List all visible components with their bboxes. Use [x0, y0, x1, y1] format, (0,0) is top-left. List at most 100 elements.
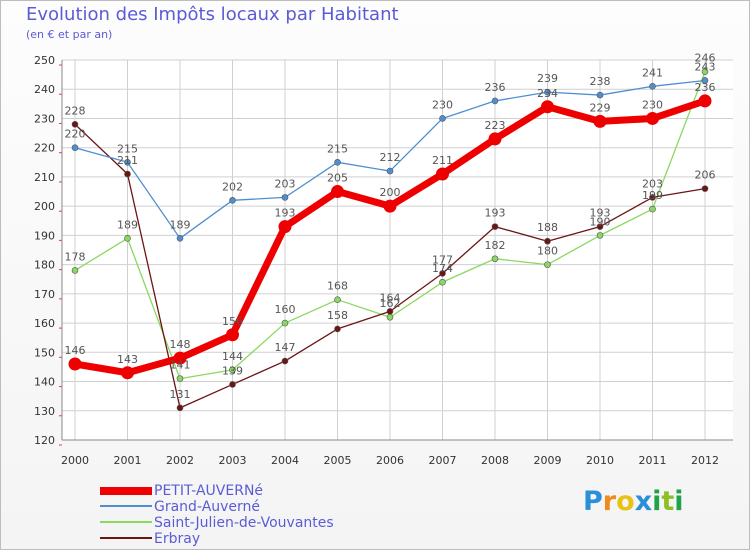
x-tick-label: 2001 — [114, 454, 142, 467]
data-label: 188 — [537, 221, 558, 234]
data-label: 215 — [117, 142, 138, 155]
data-point — [334, 159, 341, 166]
data-label: 202 — [222, 180, 243, 193]
data-label: 239 — [537, 72, 558, 85]
data-label: 146 — [65, 344, 86, 357]
data-label: 189 — [170, 218, 191, 231]
data-label: 236 — [485, 81, 506, 94]
y-tick-label: 150 — [34, 346, 55, 359]
data-point — [278, 220, 292, 234]
data-point — [334, 325, 341, 333]
x-tick-label: 2012 — [691, 454, 719, 467]
data-label: 193 — [485, 207, 506, 220]
data-point — [386, 313, 394, 321]
data-point — [649, 83, 656, 90]
legend-label-petit-auverne: PETIT-AUVERNé — [154, 483, 264, 499]
data-point — [649, 205, 656, 213]
y-tick-label: 170 — [34, 288, 55, 301]
data-label: 215 — [327, 142, 348, 155]
y-tick-label: 120 — [34, 434, 55, 447]
data-label: 243 — [695, 60, 716, 73]
data-label: 228 — [65, 104, 86, 117]
data-label: 182 — [485, 239, 506, 252]
data-label: 189 — [117, 218, 138, 231]
data-label: 200 — [380, 186, 401, 199]
data-label: 193 — [275, 207, 296, 220]
x-tick-label: 2009 — [534, 454, 562, 467]
data-label: 148 — [170, 338, 191, 351]
data-point — [334, 296, 341, 303]
data-label: 211 — [117, 154, 138, 167]
y-tick-label: 160 — [34, 317, 55, 330]
data-label: 203 — [275, 177, 296, 190]
logo-letter: i — [652, 486, 662, 517]
data-point — [544, 237, 551, 245]
data-label: 177 — [432, 253, 453, 266]
proxiti-logo: Proxiti — [583, 486, 684, 517]
data-label: 211 — [432, 154, 453, 167]
data-label: 164 — [380, 291, 401, 304]
data-point — [226, 328, 239, 342]
data-label: 193 — [590, 207, 611, 220]
data-label: 160 — [275, 303, 296, 316]
y-tick-label: 190 — [34, 229, 55, 242]
y-tick-label: 200 — [34, 200, 55, 213]
data-point — [436, 167, 449, 181]
logo-letter: o — [616, 486, 635, 517]
logo-letter: r — [602, 486, 617, 517]
data-label: 156 — [222, 315, 243, 328]
data-label: 141 — [170, 359, 191, 372]
x-tick-label: 2002 — [166, 454, 194, 467]
logo-letter: x — [634, 486, 653, 517]
x-tick-label: 2003 — [219, 454, 247, 467]
data-point — [491, 97, 499, 105]
data-label: 180 — [537, 245, 558, 258]
x-tick-label: 2006 — [376, 454, 404, 467]
data-label: 238 — [590, 75, 611, 88]
data-label: 230 — [642, 98, 663, 111]
data-label: 223 — [485, 119, 506, 132]
y-tick-label: 240 — [34, 83, 55, 96]
y-tick-label: 140 — [34, 376, 55, 389]
data-point — [649, 194, 656, 201]
data-label: 178 — [65, 250, 86, 263]
data-label: 190 — [590, 215, 611, 228]
y-tick-label: 130 — [34, 405, 55, 418]
legend-label-grand-auverne: Grand-Auverné — [154, 499, 261, 515]
data-point — [71, 144, 79, 151]
data-label: 236 — [695, 81, 716, 94]
data-point — [701, 77, 709, 84]
data-point — [541, 100, 554, 114]
data-point — [701, 68, 709, 75]
x-tick-label: 2005 — [324, 454, 352, 467]
data-label: 203 — [642, 177, 663, 190]
data-point — [593, 114, 607, 128]
data-point — [386, 308, 394, 315]
data-label: 174 — [432, 262, 453, 275]
logo-letter: t — [661, 486, 675, 517]
data-point — [488, 132, 502, 146]
legend-swatch-grand-auverne — [100, 505, 152, 507]
data-point — [491, 255, 499, 263]
data-label: 241 — [642, 66, 663, 79]
y-tick-label: 230 — [34, 112, 55, 125]
x-tick-label: 2000 — [61, 454, 89, 467]
data-point — [121, 366, 134, 380]
data-point — [68, 357, 82, 371]
data-label: 230 — [432, 98, 453, 111]
data-label: 206 — [695, 169, 716, 182]
chart-subtitle: (en € et par an) — [26, 28, 113, 41]
y-tick-label: 220 — [34, 142, 55, 155]
data-point — [331, 185, 344, 199]
data-point — [281, 357, 289, 365]
data-point — [229, 197, 236, 204]
data-point — [596, 232, 604, 239]
chart-title: Evolution des Impôts locaux par Habitant — [26, 4, 399, 25]
data-label: 144 — [222, 350, 243, 363]
legend-swatch-saint-julien — [100, 521, 152, 523]
data-point — [596, 91, 604, 99]
data-point — [383, 199, 397, 213]
data-point — [439, 278, 446, 286]
data-point — [124, 170, 131, 178]
